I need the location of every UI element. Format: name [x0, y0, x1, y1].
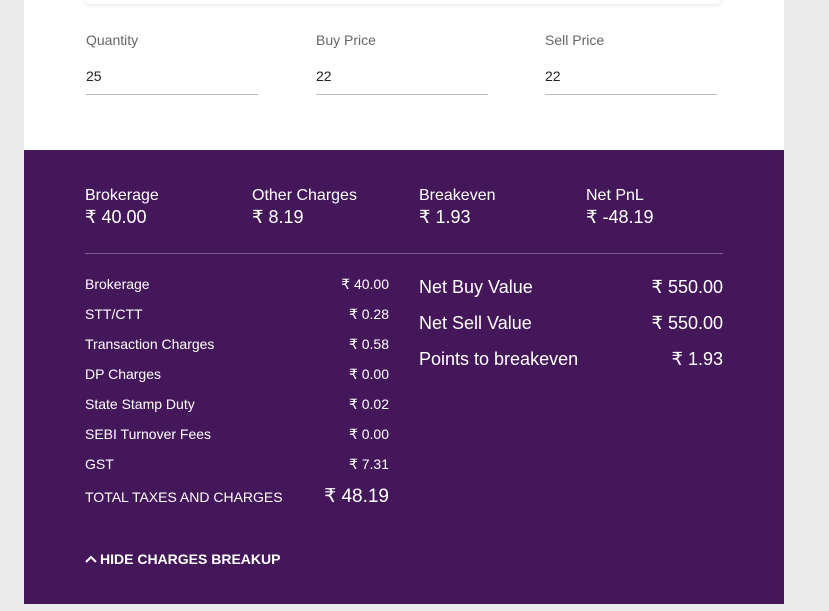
value-label: Points to breakeven	[419, 349, 579, 369]
summary-title: Net PnL	[586, 187, 644, 204]
summary-value: ₹ 1.93	[419, 207, 471, 227]
value-amount: ₹ 550.00	[651, 277, 723, 297]
value-row: Net Buy Value ₹ 550.00	[419, 277, 723, 298]
total-label: TOTAL TAXES AND CHARGES	[85, 489, 283, 505]
divider	[85, 253, 723, 254]
value-amount: ₹ 1.93	[671, 349, 724, 369]
charge-row: STT/CTT ₹ 0.28	[85, 306, 389, 323]
quantity-input[interactable]	[86, 64, 258, 95]
charge-value: ₹ 0.00	[348, 426, 389, 442]
charge-value: ₹ 40.00	[341, 276, 389, 292]
chevron-up-icon	[85, 555, 97, 563]
summary-brokerage: Brokerage ₹ 40.00	[85, 187, 159, 228]
charge-row: Brokerage ₹ 40.00	[85, 276, 389, 293]
charge-value: ₹ 0.28	[348, 306, 389, 322]
buy-price-label: Buy Price	[316, 32, 376, 48]
sell-price-label: Sell Price	[545, 32, 605, 48]
charge-label: DP Charges	[85, 366, 162, 382]
charge-label: State Stamp Duty	[85, 396, 195, 412]
summary-other-charges: Other Charges ₹ 8.19	[252, 187, 357, 228]
summary-title: Brokerage	[85, 187, 159, 204]
summary-value: ₹ 40.00	[85, 207, 147, 227]
charge-row: State Stamp Duty ₹ 0.02	[85, 396, 389, 413]
results-panel: Brokerage ₹ 40.00 Other Charges ₹ 8.19 Bre…	[24, 150, 784, 604]
buy-price-input[interactable]	[316, 64, 488, 95]
buy-price-field: Buy Price	[316, 32, 488, 95]
sell-price-input[interactable]	[545, 64, 717, 95]
charge-label: Brokerage	[85, 276, 150, 292]
charge-label: SEBI Turnover Fees	[85, 426, 212, 442]
value-label: Net Buy Value	[419, 277, 533, 297]
value-row: Net Sell Value ₹ 550.00	[419, 313, 723, 334]
charge-row: GST ₹ 7.31	[85, 456, 389, 473]
total-row: TOTAL TAXES AND CHARGES ₹ 48.19	[85, 485, 389, 508]
hide-charges-label: HIDE CHARGES BREAKUP	[100, 551, 281, 567]
charge-row: DP Charges ₹ 0.00	[85, 366, 389, 383]
charge-label: STT/CTT	[85, 306, 143, 322]
summary-title: Breakeven	[419, 187, 496, 204]
value-row: Points to breakeven ₹ 1.93	[419, 349, 723, 370]
value-label: Net Sell Value	[419, 313, 532, 333]
hide-charges-breakup-button[interactable]: HIDE CHARGES BREAKUP	[85, 551, 280, 567]
value-amount: ₹ 550.00	[651, 313, 723, 333]
charge-value: ₹ 7.31	[348, 456, 389, 472]
total-value: ₹ 48.19	[324, 486, 389, 507]
sell-price-field: Sell Price	[545, 32, 717, 95]
summary-value: ₹ -48.19	[586, 207, 654, 227]
summary-value: ₹ 8.19	[252, 207, 304, 227]
input-panel: Quantity Buy Price Sell Price	[24, 0, 784, 150]
charge-row: SEBI Turnover Fees ₹ 0.00	[85, 426, 389, 443]
charge-label: Transaction Charges	[85, 336, 215, 352]
quantity-label: Quantity	[86, 32, 139, 48]
charge-value: ₹ 0.58	[348, 336, 389, 352]
summary-net-pnl: Net PnL ₹ -48.19	[586, 187, 654, 228]
charge-label: GST	[85, 456, 114, 472]
quantity-field: Quantity	[86, 32, 258, 95]
charge-value: ₹ 0.02	[348, 396, 389, 412]
top-card	[85, 0, 722, 4]
summary-breakeven: Breakeven ₹ 1.93	[419, 187, 496, 228]
summary-title: Other Charges	[252, 187, 357, 204]
charge-value: ₹ 0.00	[348, 366, 389, 382]
charge-row: Transaction Charges ₹ 0.58	[85, 336, 389, 353]
